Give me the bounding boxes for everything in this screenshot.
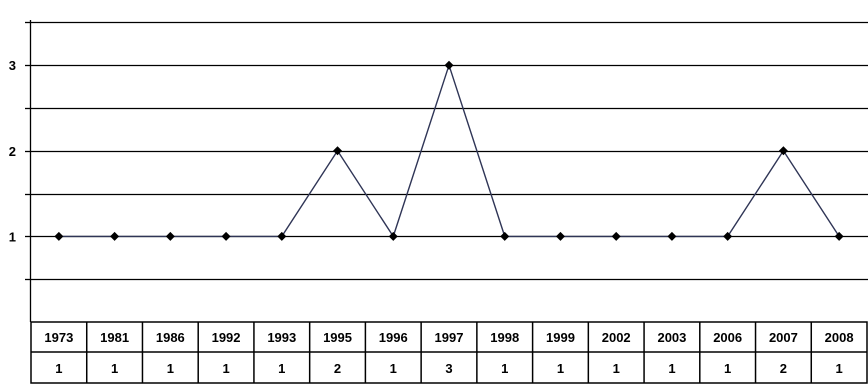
table-category-cell: 1995 — [323, 330, 352, 345]
data-point-2008 — [834, 231, 844, 241]
table-value-cell: 1 — [724, 361, 731, 376]
data-point-2002 — [611, 231, 621, 241]
table-category-cell: 2008 — [825, 330, 854, 345]
table-category-cell: 2007 — [769, 330, 798, 345]
table-category-cell: 1996 — [379, 330, 408, 345]
series — [54, 60, 844, 241]
data-point-1993 — [277, 231, 287, 241]
table-value-cell: 1 — [668, 361, 675, 376]
table-value-cell: 1 — [222, 361, 229, 376]
data-point-1996 — [388, 231, 398, 241]
data-point-2007 — [778, 146, 788, 156]
y-tick-label: 1 — [9, 229, 16, 244]
data-point-1992 — [221, 231, 231, 241]
table-category-cell: 2006 — [713, 330, 742, 345]
y-axis — [25, 20, 32, 322]
table-value-cell: 1 — [501, 361, 508, 376]
table-value-cell: 1 — [836, 361, 843, 376]
table-category-cell: 1986 — [156, 330, 185, 345]
data-point-1999 — [555, 231, 565, 241]
data-point-1986 — [165, 231, 175, 241]
y-tick-labels: 1 2 3 — [9, 58, 16, 244]
series-line — [58, 62, 840, 239]
table-category-cell: 1993 — [267, 330, 296, 345]
data-point-1998 — [500, 231, 510, 241]
table-value-cell: 2 — [780, 361, 787, 376]
table-value-cell: 1 — [278, 361, 285, 376]
data-point-1981 — [110, 231, 120, 241]
table-value-cell: 3 — [445, 361, 452, 376]
data-point-1995 — [333, 146, 343, 156]
table-category-cell: 1992 — [212, 330, 241, 345]
table-category-cell: 1998 — [490, 330, 519, 345]
table-value-cell: 1 — [613, 361, 620, 376]
data-point-1997 — [444, 60, 454, 70]
table-value-cell: 1 — [557, 361, 564, 376]
y-tick-label: 3 — [9, 58, 16, 73]
y-tick-label: 2 — [9, 144, 16, 159]
data-point-2006 — [723, 231, 733, 241]
table-category-cell: 2003 — [657, 330, 686, 345]
table-category-cell: 1997 — [435, 330, 464, 345]
table-value-cell: 1 — [55, 361, 62, 376]
table-value-cell: 1 — [390, 361, 397, 376]
table-value-cell: 2 — [334, 361, 341, 376]
table-category-cell: 1999 — [546, 330, 575, 345]
table-category-cell: 1981 — [100, 330, 129, 345]
table-category-cell: 2002 — [602, 330, 631, 345]
data-table: 1973 1 1981 1 1986 1 1992 1 1993 1 1995 2 1996 1 1997 3… — [30, 321, 868, 384]
table-category-cell: 1973 — [44, 330, 73, 345]
table-value-cell: 1 — [111, 361, 118, 376]
data-point-1973 — [54, 231, 64, 241]
table-value-cell: 1 — [167, 361, 174, 376]
data-point-2003 — [667, 231, 677, 241]
